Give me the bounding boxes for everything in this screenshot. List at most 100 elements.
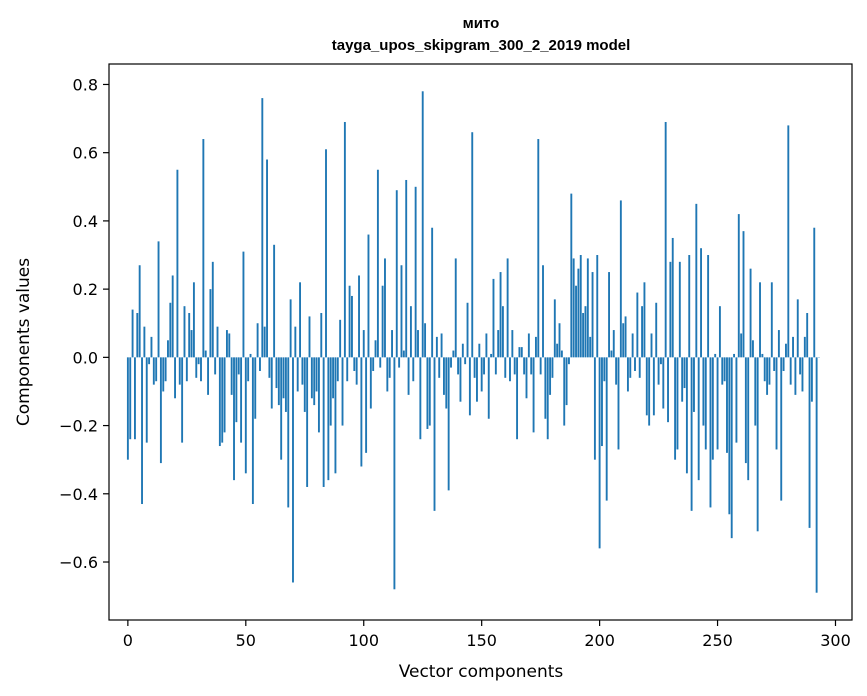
- bar-156: [494, 357, 497, 375]
- bar-114: [395, 190, 398, 358]
- bar-183: [558, 323, 561, 358]
- bar-35: [209, 289, 212, 358]
- bar-227: [662, 357, 665, 409]
- bar-58: [263, 326, 266, 358]
- bar-258: [735, 357, 738, 443]
- bar-53: [251, 357, 254, 505]
- bar-190: [575, 285, 577, 358]
- bar-289: [808, 357, 811, 528]
- bar-282: [792, 336, 794, 358]
- bar-256: [730, 357, 733, 539]
- bar-236: [683, 357, 686, 389]
- bar-34: [207, 357, 210, 395]
- bar-86: [329, 357, 332, 426]
- bar-126: [424, 323, 427, 358]
- bar-104: [372, 357, 375, 371]
- bar-254: [726, 357, 728, 453]
- bar-63: [275, 357, 278, 389]
- bar-243: [700, 248, 702, 358]
- x-tick-label: 150: [466, 631, 497, 650]
- bar-290: [810, 357, 813, 402]
- bar-280: [787, 125, 790, 358]
- bar-130: [433, 357, 436, 511]
- bar-275: [775, 357, 778, 450]
- bar-260: [740, 333, 743, 358]
- bar-212: [626, 357, 629, 392]
- plot-frame: [108, 63, 853, 621]
- bar-167: [520, 347, 523, 358]
- bar-97: [355, 357, 358, 385]
- bar-15: [162, 357, 165, 392]
- bar-131: [435, 336, 438, 358]
- bar-83: [322, 357, 325, 487]
- x-tick-label: 300: [820, 631, 851, 650]
- bar-36: [211, 261, 214, 358]
- bar-272: [768, 357, 771, 385]
- bar-73: [299, 282, 301, 358]
- bar-217: [638, 357, 641, 378]
- bar-285: [799, 357, 802, 375]
- bar-27: [190, 330, 193, 358]
- bar-121: [412, 357, 415, 382]
- bar-25: [185, 357, 188, 382]
- bar-211: [624, 316, 627, 358]
- bar-276: [777, 330, 780, 358]
- bar-242: [697, 357, 700, 481]
- chart-title-line2: tayga_upos_skipgram_300_2_2019 model: [332, 37, 631, 54]
- bar-74: [301, 357, 304, 385]
- bar-85: [327, 357, 330, 481]
- bar-113: [393, 357, 396, 590]
- bar-168: [523, 357, 526, 375]
- bar-200: [598, 357, 601, 549]
- bar-137: [450, 357, 452, 368]
- bar-203: [605, 357, 608, 501]
- bar-59: [266, 159, 268, 358]
- bar-234: [678, 261, 681, 358]
- bar-195: [586, 258, 589, 358]
- bar-12: [155, 357, 158, 382]
- bar-198: [593, 357, 596, 460]
- bar-286: [801, 357, 804, 392]
- bar-228: [664, 121, 667, 358]
- bar-96: [353, 357, 356, 371]
- bar-216: [636, 292, 639, 358]
- bar-266: [754, 357, 757, 426]
- bar-117: [402, 350, 405, 358]
- bar-244: [702, 357, 705, 426]
- bar-188: [570, 193, 573, 358]
- bar-32: [202, 139, 205, 358]
- x-tick-label: 250: [702, 631, 733, 650]
- bar-11: [152, 357, 155, 385]
- bar-284: [796, 299, 799, 358]
- bar-94: [348, 285, 351, 358]
- bar-221: [648, 357, 651, 426]
- bar-213: [629, 357, 632, 378]
- bar-219: [643, 282, 646, 358]
- bar-206: [612, 330, 615, 358]
- bar-287: [803, 336, 806, 358]
- bar-56: [259, 357, 261, 371]
- bar-122: [414, 186, 417, 358]
- bar-26: [188, 313, 191, 358]
- bar-9: [148, 357, 151, 365]
- bar-232: [674, 357, 677, 460]
- bar-72: [296, 357, 299, 392]
- chart-title-line1: мито: [463, 15, 500, 32]
- x-tick-label: 100: [348, 631, 379, 650]
- bar-252: [721, 357, 724, 385]
- bar-106: [376, 169, 379, 358]
- bar-157: [497, 330, 500, 358]
- bar-71: [294, 326, 297, 358]
- bar-135: [445, 357, 448, 409]
- bar-64: [277, 357, 280, 406]
- bar-224: [655, 302, 658, 358]
- bar-90: [339, 319, 342, 358]
- bar-265: [751, 340, 754, 358]
- bar-62: [273, 244, 276, 358]
- y-axis-ticks: −0.6 −0.4 −0.2 0.0 0.2 0.4 0.6 0.8: [59, 75, 109, 572]
- bar-18: [169, 302, 172, 358]
- bar-145: [468, 357, 471, 416]
- bar-263: [747, 357, 750, 481]
- bar-222: [650, 333, 653, 358]
- bar-69: [289, 299, 292, 358]
